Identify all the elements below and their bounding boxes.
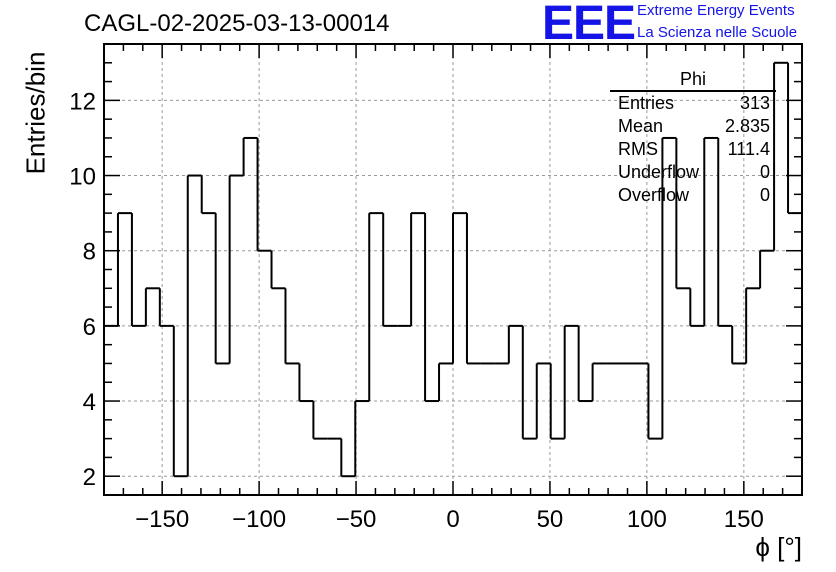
axes <box>103 43 803 496</box>
stats-box-name: Phi <box>610 68 776 92</box>
stats-value: 2.835 <box>724 116 770 136</box>
stats-row-entries: Entries 313 <box>610 92 776 115</box>
x-tick-label: −50 <box>336 506 377 533</box>
x-tick-label: 50 <box>537 506 564 533</box>
stats-value: 313 <box>739 93 770 113</box>
stats-row-rms: RMS 111.4 <box>610 138 776 161</box>
x-axis-label: ϕ [°] <box>755 532 802 562</box>
chart-title: CAGL-02-2025-03-13-00014 <box>84 10 390 37</box>
stats-value: 0 <box>759 185 770 205</box>
tick-labels: −150 −100 −50 0 50 100 150 2 4 6 8 10 12 <box>69 88 764 533</box>
y-tick-label: 12 <box>69 88 96 115</box>
logo-line-2: La Scienza nelle Scuole <box>637 24 798 41</box>
stats-row-mean: Mean 2.835 <box>610 115 776 138</box>
x-tick-label: −100 <box>232 506 286 533</box>
y-tick-label: 6 <box>83 314 96 341</box>
stats-box: Phi Entries 313 Mean 2.835 RMS 111.4 Und… <box>610 68 776 207</box>
y-tick-label: 8 <box>83 239 96 266</box>
x-tick-label: 100 <box>627 506 667 533</box>
logo-line-1: Extreme Energy Events <box>637 2 795 19</box>
stats-label: Overflow <box>618 185 690 205</box>
y-tick-label: 4 <box>83 389 96 416</box>
stats-value: 111.4 <box>727 139 770 159</box>
stats-row-overflow: Overflow 0 <box>610 184 776 207</box>
stats-row-underflow: Underflow 0 <box>610 161 776 184</box>
stats-label: RMS <box>618 139 658 159</box>
eee-logo: EEE <box>542 0 636 50</box>
y-tick-label: 2 <box>83 464 96 491</box>
stats-label: Entries <box>618 93 675 113</box>
stats-label: Mean <box>618 116 664 136</box>
stats-label: Underflow <box>618 162 700 182</box>
x-tick-label: 0 <box>446 506 459 533</box>
x-tick-label: −150 <box>135 506 189 533</box>
y-axis-label: Entries/bin <box>20 51 51 175</box>
y-tick-label: 10 <box>69 164 96 191</box>
x-tick-label: 150 <box>724 506 764 533</box>
stats-value: 0 <box>759 162 770 182</box>
